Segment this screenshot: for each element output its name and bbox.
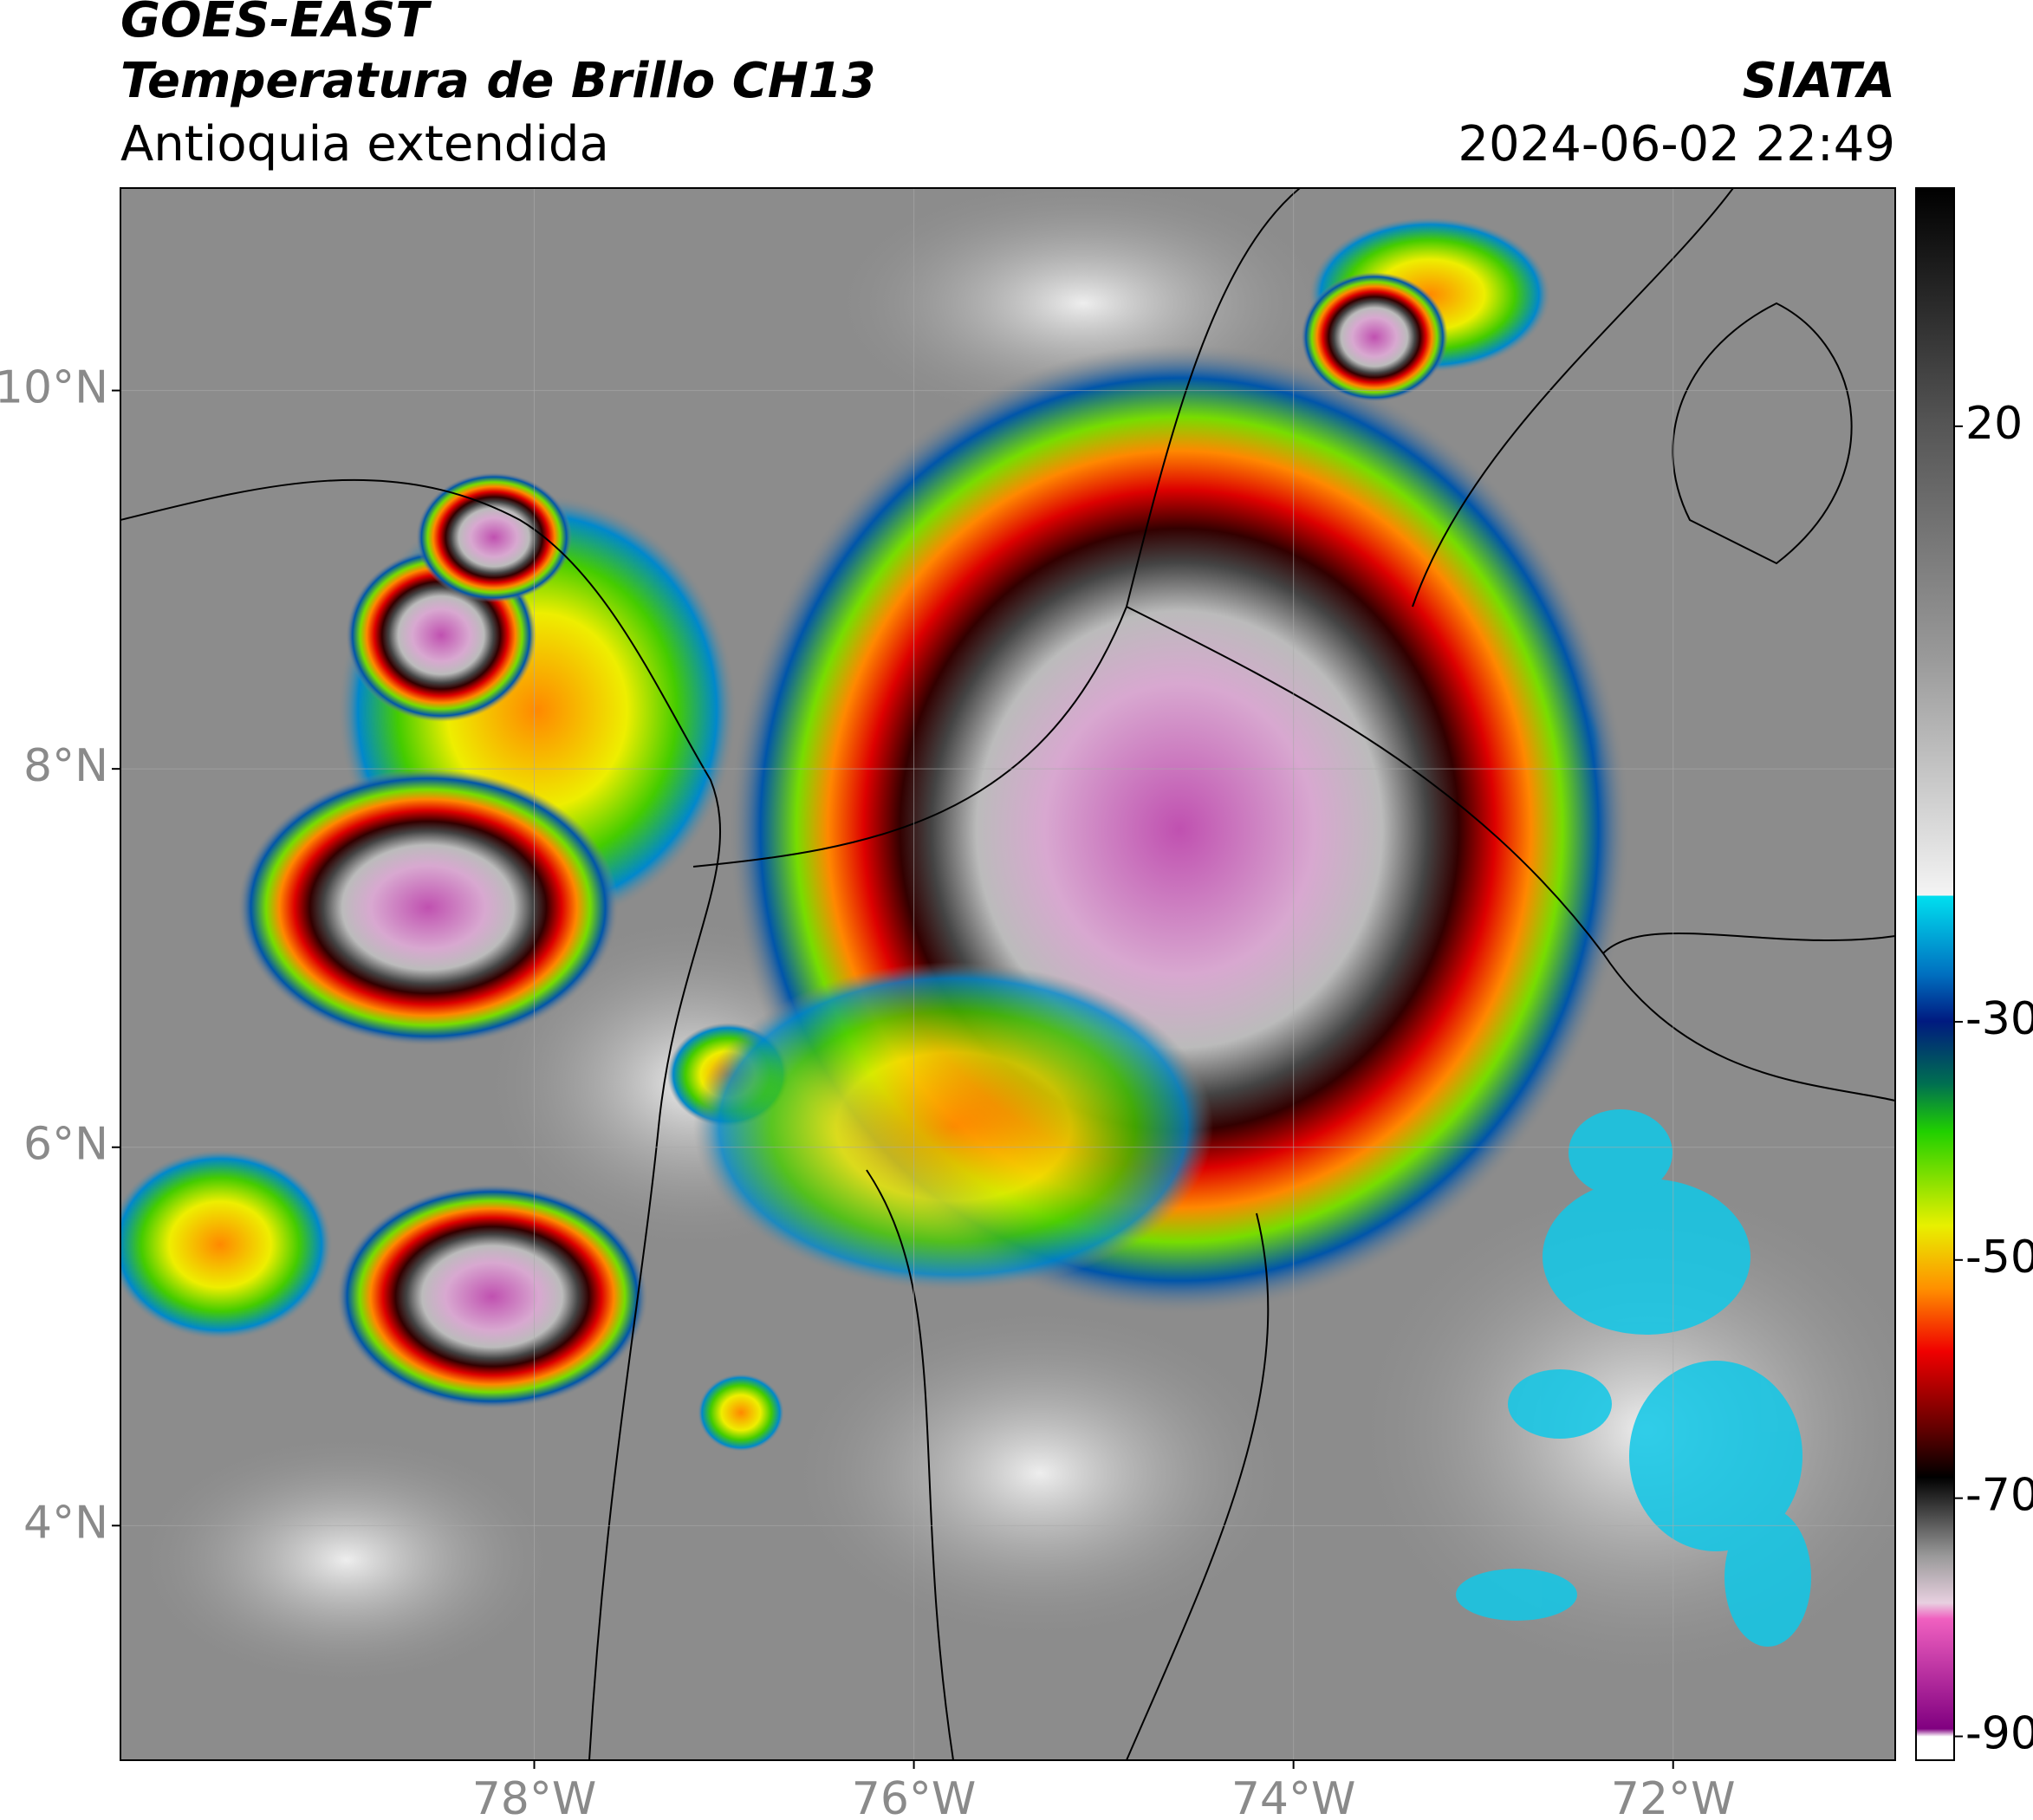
storm	[693, 962, 1213, 1291]
satellite-image	[120, 188, 1895, 1760]
x-tick-label: 74°W	[1231, 1773, 1356, 1820]
colorbar-tick-label: -90	[1965, 1708, 2033, 1760]
cold-clouds	[1456, 1109, 1811, 1647]
colorbar-tick-label: -70	[1965, 1470, 2033, 1522]
storm	[120, 1149, 333, 1340]
cloud	[130, 1430, 563, 1690]
storm	[416, 472, 572, 602]
datetime: 2024-06-02 22:49	[1458, 116, 1895, 172]
x-tick-label: 78°W	[472, 1773, 597, 1820]
y-tick-label: 6°N	[23, 1119, 108, 1171]
grid	[120, 188, 1895, 1760]
y-tick-label: 10°N	[0, 362, 108, 414]
cloud	[780, 1300, 1300, 1647]
plot-frame	[120, 187, 1896, 1761]
x-tick-label: 76°W	[852, 1773, 977, 1820]
colorbar-tick-label: -30	[1965, 993, 2033, 1045]
subtitle: Temperatura de Brillo CH13	[120, 53, 876, 109]
colorbar-tick-label: -50	[1965, 1232, 2033, 1284]
x-tick-label: 72°W	[1611, 1773, 1736, 1820]
y-tick-label: 4°N	[23, 1497, 108, 1549]
storm	[336, 1184, 648, 1409]
title: GOES-EAST	[120, 0, 432, 49]
source: SIATA	[1743, 53, 1895, 109]
borders	[120, 188, 1895, 1760]
storm	[698, 1374, 784, 1452]
y-tick-label: 8°N	[23, 740, 108, 792]
region: Antioquia extendida	[120, 116, 609, 172]
colorbar	[1915, 187, 1955, 1761]
colorbar-tick-label: 20	[1965, 398, 2023, 450]
storm	[1301, 272, 1448, 402]
storm	[237, 769, 619, 1046]
